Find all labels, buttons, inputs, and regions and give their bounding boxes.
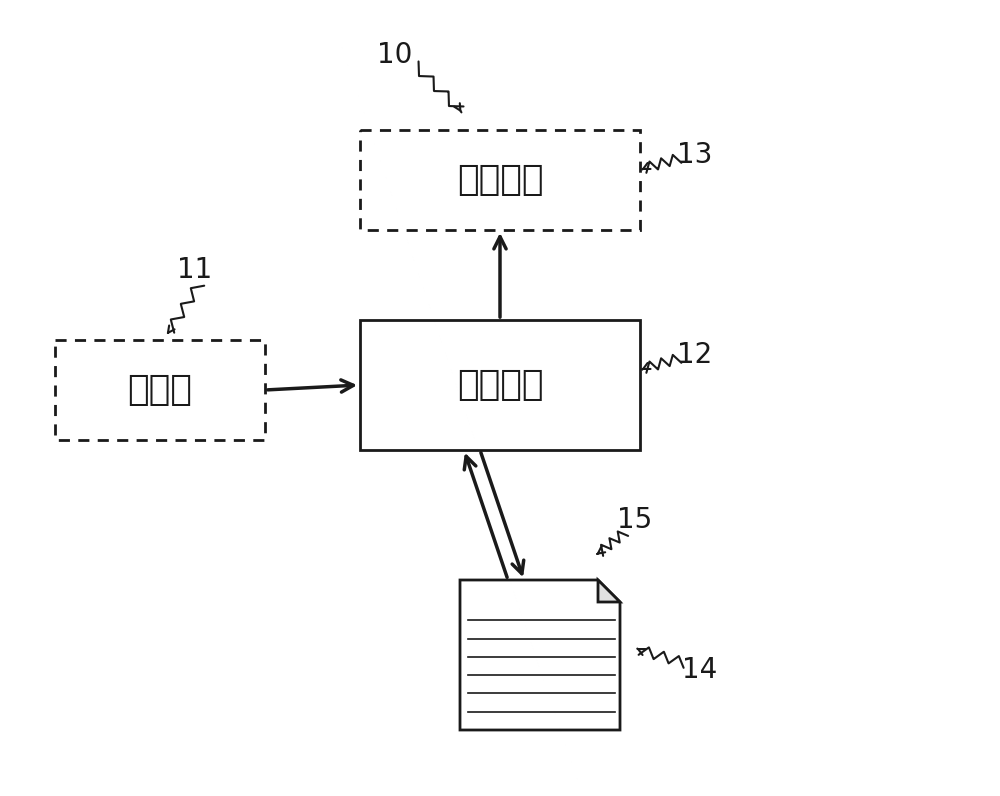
- Text: 10: 10: [377, 41, 413, 69]
- Text: 显示部件: 显示部件: [457, 163, 543, 197]
- Bar: [360, 130, 640, 230]
- Text: 14: 14: [682, 656, 718, 684]
- Text: 处理单元: 处理单元: [457, 368, 543, 402]
- Text: 12: 12: [677, 341, 713, 369]
- Bar: [55, 340, 265, 440]
- Text: 11: 11: [177, 256, 213, 284]
- Polygon shape: [598, 580, 620, 602]
- Polygon shape: [460, 580, 620, 730]
- Text: 麦克风: 麦克风: [128, 373, 192, 407]
- Text: 15: 15: [617, 506, 653, 534]
- Bar: [360, 320, 640, 450]
- Text: 13: 13: [677, 141, 713, 169]
